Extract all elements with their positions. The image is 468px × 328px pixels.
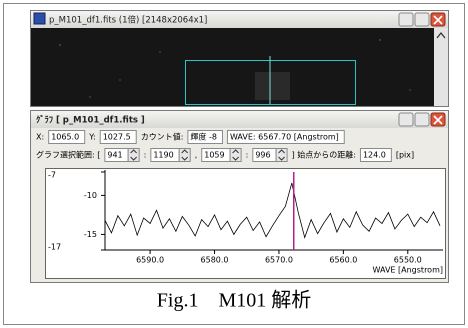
field-label: : xyxy=(144,151,147,160)
x-tick-label: 6570.0 xyxy=(265,256,293,265)
input-value: WAVE: 6567.70 [Angstrom] xyxy=(230,133,339,142)
input-value: 941 xyxy=(107,151,122,160)
field-label: [pix] xyxy=(396,151,414,160)
window-title: ｸﾞﾗﾌ [ p_M101_df1.fits ] xyxy=(36,115,145,126)
maximize-button[interactable] xyxy=(415,13,429,26)
x-tick-label: 6560.0 xyxy=(329,256,357,265)
field-label: Y: xyxy=(88,133,96,142)
input-value: 1190 xyxy=(153,151,173,160)
maximize-button[interactable] xyxy=(415,113,429,126)
scrollbar[interactable] xyxy=(434,28,448,106)
field-label: : xyxy=(246,151,249,160)
galaxy-slit xyxy=(255,72,290,100)
minimize-button[interactable] xyxy=(399,13,413,26)
field-label: グラフ選択範囲: [ xyxy=(36,150,100,160)
x-tick-label: 6580.0 xyxy=(201,256,229,265)
input-value: 1027.5 xyxy=(103,133,131,142)
minimize-button[interactable] xyxy=(399,113,413,126)
x-tick-label: 6590.0 xyxy=(136,256,164,265)
y-tick-label: -17 xyxy=(48,243,61,252)
window-title: p_M101_df1.fits (1倍) [2148x2064x1] xyxy=(49,15,207,26)
figure: p_M101_df1.fits (1倍) [2148x2064x1] ｸﾞﾗﾌ … xyxy=(0,0,468,328)
field-label: カウント値: xyxy=(141,132,184,142)
fits-image xyxy=(31,28,434,106)
x-tick-label: 6550.0 xyxy=(394,256,422,265)
x-axis-label: WAVE [Angstrom] xyxy=(373,266,443,275)
field-label: ] 始点からの距離: xyxy=(292,150,356,160)
caption: Fig.1 M101 解析 xyxy=(157,289,311,312)
field-label: , xyxy=(195,151,198,160)
input-value: 1065.0 xyxy=(51,133,79,142)
window-buttons xyxy=(399,13,445,26)
y-tick-label: -10 xyxy=(84,191,97,200)
input-value: 1059 xyxy=(204,151,224,160)
input-value: 124.0 xyxy=(363,151,386,160)
input-value: 輝度 -8 xyxy=(190,132,217,142)
field-label: X: xyxy=(36,133,44,142)
input-value: 996 xyxy=(255,151,270,160)
app-icon xyxy=(34,13,45,24)
window-buttons xyxy=(399,113,445,126)
y-tick-label: -15 xyxy=(84,230,97,239)
y-tick-label: -7 xyxy=(48,171,56,180)
